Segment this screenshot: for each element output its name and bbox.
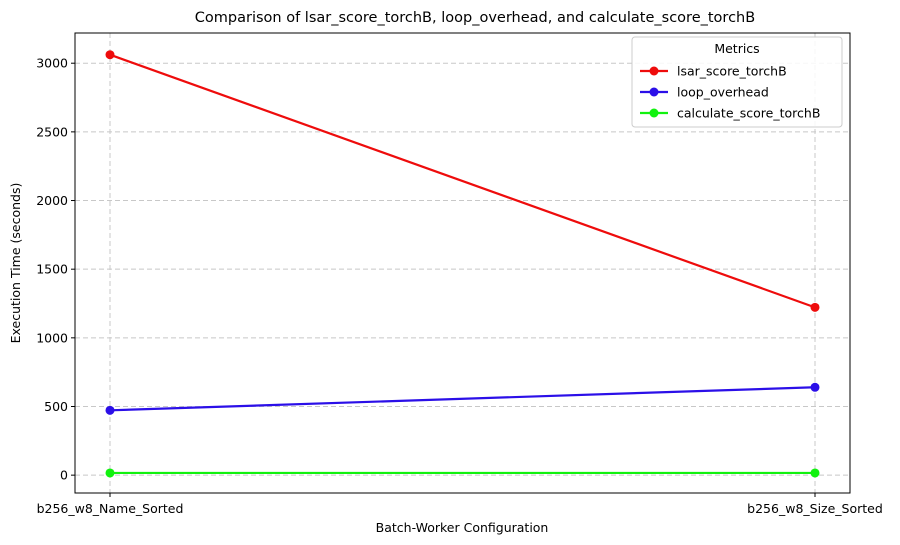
legend-label: calculate_score_torchB: [677, 106, 820, 121]
y-axis: 0 500 1000 1500 2000 2500 3000: [36, 56, 75, 483]
data-point: [105, 50, 115, 60]
legend-title: Metrics: [714, 41, 759, 56]
plot-area: [74, 32, 851, 494]
y-tick-label: 2000: [36, 193, 68, 208]
y-tick-label: 3000: [36, 56, 68, 71]
data-point: [105, 468, 115, 478]
y-tick-label: 1500: [36, 262, 68, 277]
data-point: [105, 405, 115, 415]
y-axis-label: Execution Time (seconds): [8, 183, 23, 344]
legend-label: lsar_score_torchB: [677, 64, 787, 79]
data-point: [810, 382, 820, 392]
series-line: [109, 53, 816, 309]
legend-marker: [649, 66, 659, 76]
x-axis-label: Batch-Worker Configuration: [376, 520, 549, 535]
legend-label: loop_overhead: [677, 85, 769, 100]
data-point: [810, 302, 820, 312]
legend: Metrics lsar_score_torchB loop_overheadca…: [631, 36, 843, 128]
legend-box: [631, 36, 843, 128]
x-axis: b256_w8_Name_Sorted b256_w8_Size_Sorted: [37, 493, 883, 516]
series-line: [109, 386, 816, 412]
x-tick-label: b256_w8_Name_Sorted: [37, 501, 184, 516]
y-tick-label: 1000: [36, 330, 68, 345]
legend-marker: [649, 87, 659, 97]
y-tick-label: 0: [60, 468, 68, 483]
x-tick-label: b256_w8_Size_Sorted: [747, 501, 883, 516]
data-point: [810, 468, 820, 478]
chart-title: Comparison of lsar_score_torchB, loop_ov…: [195, 10, 755, 26]
legend-marker: [649, 108, 659, 118]
y-tick-label: 500: [44, 399, 68, 414]
y-tick-label: 2500: [36, 124, 68, 139]
series-layer: [105, 50, 820, 478]
